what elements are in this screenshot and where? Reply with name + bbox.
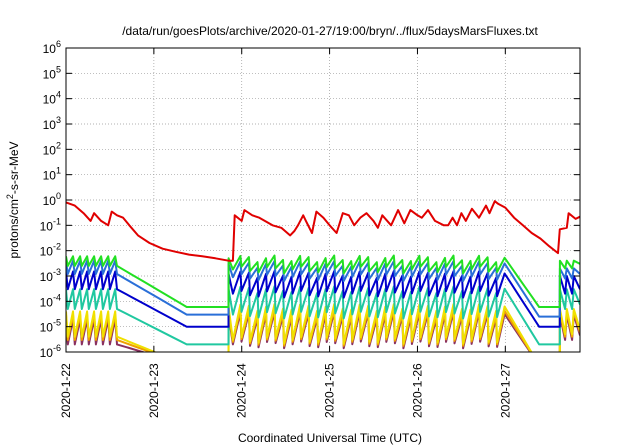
y-tick-label: 10-1 xyxy=(40,216,61,233)
y-tick-label: 101 xyxy=(43,166,61,183)
x-ticks: 2020-1-22 2020-1-23 2020-1-24 2020-1-25 2020… xyxy=(59,48,512,418)
series-line xyxy=(66,259,580,318)
y-tick-label: 10-3 xyxy=(40,267,61,284)
y-tick-label: 103 xyxy=(43,115,61,132)
grid xyxy=(66,48,580,352)
x-tick-label: 2020-1-23 xyxy=(147,363,161,418)
x-axis-label: Coordinated Universal Time (UTC) xyxy=(238,431,422,445)
chart-title: /data/run/goesPlots/archive/2020-01-27/1… xyxy=(122,24,538,38)
series-line xyxy=(66,270,580,328)
series-line xyxy=(66,254,580,308)
y-ticks: 10-6 10-5 10-4 10-3 10-2 10-1 100 101 102 103 104 1… xyxy=(40,39,580,360)
series-line xyxy=(66,200,580,262)
series-line xyxy=(66,303,580,352)
y-tick-label: 100 xyxy=(43,191,61,208)
series-group xyxy=(66,200,580,352)
y-tick-label: 10-5 xyxy=(40,318,61,335)
y-tick-label: 10-4 xyxy=(40,292,61,309)
y-axis-label: protons/cm2-s-sr-MeV xyxy=(5,141,21,258)
y-tick-label: 106 xyxy=(43,39,61,56)
x-tick-label: 2020-1-24 xyxy=(235,363,249,418)
series-line xyxy=(66,310,580,352)
series-line xyxy=(66,285,580,346)
series-line xyxy=(66,307,580,352)
y-tick-label: 105 xyxy=(43,64,61,81)
plot-frame xyxy=(65,47,581,353)
y-tick-label: 10-2 xyxy=(40,242,61,259)
x-tick-label: 2020-1-27 xyxy=(498,363,512,418)
y-tick-label: 10-6 xyxy=(40,343,61,360)
x-tick-label: 2020-1-26 xyxy=(410,363,424,418)
y-tick-label: 104 xyxy=(43,90,61,107)
y-tick-label: 102 xyxy=(43,140,61,157)
x-tick-label: 2020-1-25 xyxy=(323,363,337,418)
x-tick-label: 2020-1-22 xyxy=(59,363,73,418)
